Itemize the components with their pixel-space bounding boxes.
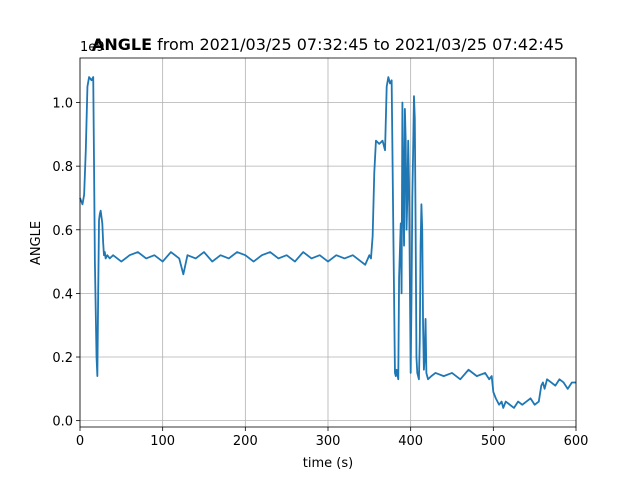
y-axis-label: ANGLE	[29, 221, 44, 265]
grid	[79, 58, 577, 427]
axis-ticks: 0 100 200 300 400 500 600 0.0 0.2 0.4 0.6 0.8 1.0	[52, 97, 588, 449]
y-offset-text: 1e9	[80, 40, 105, 55]
y-tick-label: 0.8	[52, 160, 73, 175]
chart-title-rest: from 2021/03/25 07:32:45 to 2021/03/25 0…	[152, 35, 564, 54]
x-tick-label: 600	[564, 434, 589, 449]
x-tick-label: 300	[316, 434, 341, 449]
x-tick-label: 500	[481, 434, 506, 449]
y-tick-label: 1.0	[52, 97, 73, 112]
chart-title: ANGLE from 2021/03/25 07:32:45 to 2021/0…	[92, 35, 564, 54]
x-tick-label: 200	[233, 434, 258, 449]
y-tick-label: 0.2	[52, 351, 73, 366]
y-tick-label: 0.0	[52, 415, 73, 430]
x-tick-label: 0	[76, 434, 84, 449]
chart-title-bold: ANGLE	[92, 35, 152, 54]
series-line	[79, 76, 576, 409]
series-layer	[79, 76, 576, 409]
x-axis-label: time (s)	[303, 456, 353, 471]
x-tick-label: 400	[398, 434, 423, 449]
y-tick-label: 0.6	[52, 224, 73, 239]
x-tick-label: 100	[150, 434, 175, 449]
y-tick-label: 0.4	[52, 287, 73, 302]
